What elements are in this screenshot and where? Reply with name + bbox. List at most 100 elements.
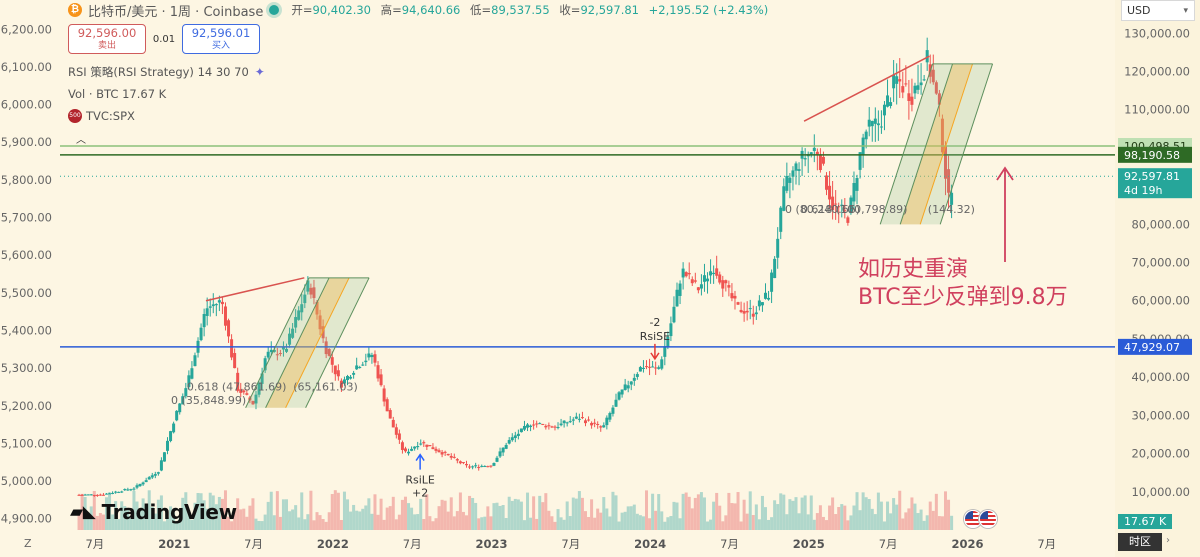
volume-bar (278, 516, 282, 530)
candle-body (727, 285, 731, 288)
candle-body (458, 461, 462, 464)
candle-body (947, 169, 951, 193)
candle-body (477, 467, 481, 469)
volume-bar (236, 498, 240, 530)
compare-legend[interactable]: 500 TVC:SPX (68, 109, 135, 123)
volume-legend[interactable]: Vol · BTC 17.67 K (68, 87, 166, 101)
volume-bar (108, 492, 112, 530)
volume-bar (324, 521, 328, 530)
volume-bar (468, 495, 472, 530)
volume-bar (669, 516, 673, 530)
right-axis-tick-label: 70,000.00 (1131, 256, 1190, 270)
volume-bar (257, 520, 261, 530)
volume-bar (587, 517, 591, 530)
volume-bar (211, 495, 215, 530)
last-price-tag: 92,597.81 (1124, 170, 1180, 183)
volume-bar (782, 494, 786, 530)
volume-bar (480, 517, 484, 530)
chart-annotation: 如历史重演 BTC至少反弹到9.8万 (858, 256, 1068, 312)
candle-body (294, 317, 298, 328)
fib-channel-2025-line (939, 63, 994, 225)
volume-bar (98, 513, 102, 530)
candle-body (943, 146, 947, 179)
left-axis-tick-label: 5,200.00 (1, 399, 52, 413)
volume-bar (837, 507, 841, 530)
candle-body (843, 210, 847, 212)
candle-body (138, 483, 142, 487)
us-flag-icon[interactable] (979, 510, 997, 528)
volume-bar (791, 500, 795, 530)
volume-bar (882, 521, 886, 530)
candle-body (242, 390, 246, 393)
candle-body (230, 339, 234, 358)
collapse-legend-button[interactable]: ︿ (76, 135, 86, 146)
candle-body (184, 388, 188, 397)
fib-label: 0.618 (100,798.89) (801, 203, 908, 216)
volume-bar (172, 512, 176, 530)
candle-body (251, 400, 255, 405)
candle-body (489, 465, 493, 467)
volume-bar (327, 512, 331, 530)
candle-body (214, 304, 218, 306)
volume-bar (208, 492, 212, 530)
candle-body (89, 494, 93, 496)
candle-body (425, 444, 429, 447)
volume-bar (767, 519, 771, 530)
volume-bar (556, 509, 560, 530)
volume-bar (92, 490, 96, 530)
candle-body (190, 368, 194, 379)
annotation-line-1: 如历史重演 (858, 257, 969, 282)
volume-bar (571, 497, 575, 530)
candle-body (754, 312, 758, 315)
candle-body (846, 217, 850, 223)
candle-body (922, 79, 926, 81)
candle-body (428, 445, 432, 447)
volume-bar (849, 515, 853, 530)
candle-body (626, 385, 630, 389)
candle-body (474, 465, 478, 467)
candle-body (516, 433, 520, 437)
candle-body (95, 494, 99, 496)
candle-body (611, 407, 615, 414)
candle-body (852, 183, 856, 202)
volume-bar (352, 504, 356, 530)
timezone-button[interactable]: 时区 (1118, 533, 1162, 551)
candle-body (669, 323, 673, 337)
candle-body (889, 102, 893, 106)
candle-body (712, 272, 716, 275)
symbol-label[interactable]: 比特币/美元 · 1周 · Coinbase (88, 4, 264, 20)
price-tag: 98,190.58 (1124, 149, 1180, 162)
volume-bar (825, 520, 829, 530)
candle-body (269, 349, 273, 353)
candle-body (367, 353, 371, 358)
settings-icon[interactable]: ✦ (254, 65, 265, 79)
candle-body (178, 403, 182, 413)
volume-bar (574, 498, 578, 530)
candle-body (327, 349, 331, 356)
candle-body (757, 300, 761, 307)
volume-bar (242, 508, 246, 530)
volume-bar (419, 498, 423, 530)
candle-body (818, 154, 822, 170)
x-axis-tick-label: 2024 (634, 537, 666, 551)
currency-select[interactable]: USD ▾ (1121, 0, 1195, 21)
volume-bar (831, 497, 835, 530)
volume-bar (940, 516, 944, 530)
volume-bar (617, 521, 621, 530)
candle-body (333, 365, 337, 375)
strategy-legend[interactable]: RSI 策略(RSI Strategy) 14 30 70 ✦ (68, 64, 265, 80)
volume-bar (538, 495, 542, 530)
x-axis-tick-label: 2021 (158, 537, 190, 551)
volume-bar (489, 516, 493, 530)
buy-button[interactable]: 92,596.01 买入 (182, 24, 260, 54)
candle-body (220, 301, 224, 305)
volume-bar (730, 503, 734, 530)
sell-button[interactable]: 92,596.00 卖出 (68, 24, 146, 54)
candle-body (132, 488, 136, 490)
candle-body (147, 477, 151, 480)
fib-label: 0 (35,848.99) (171, 394, 246, 407)
volume-bar (297, 517, 301, 530)
candle-body (400, 442, 404, 450)
candle-body (223, 306, 227, 326)
